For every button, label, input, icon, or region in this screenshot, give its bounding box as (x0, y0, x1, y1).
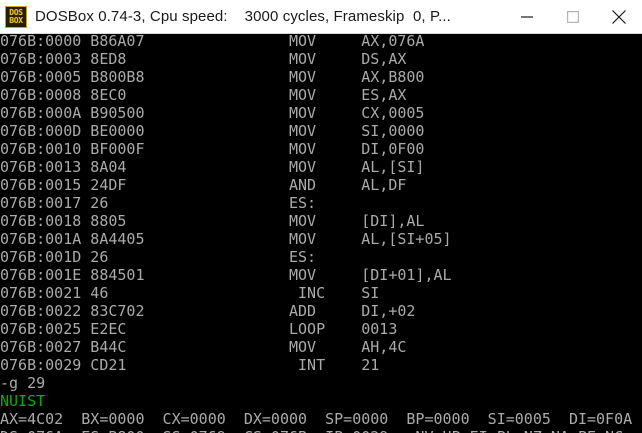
minimize-icon (521, 15, 533, 18)
console-line: 076B:0008 8EC0 MOV ES,AX (0, 86, 407, 104)
console-output: 076B:0000 B86A07 MOV AX,076A 076B:0003 8E… (0, 34, 642, 433)
console-line: 076B:000A B90500 MOV CX,0005 (0, 104, 425, 122)
console-line: 076B:0013 8A04 MOV AL,[SI] (0, 158, 425, 176)
console-line: 076B:0017 26 ES: (0, 194, 317, 212)
title-bar[interactable]: DOS BOX DOSBox 0.74-3, Cpu speed: 3000 c… (0, 0, 642, 34)
console-line: 076B:000D BE0000 MOV SI,0000 (0, 122, 425, 140)
console-line: 076B:0005 B800B8 MOV AX,B800 (0, 68, 425, 86)
maximize-icon (567, 10, 579, 23)
console-line: DS=076A ES=B800 SS=0769 CS=076B IP=0029 … (0, 428, 642, 433)
console-line: 076B:0021 46 INC SI (0, 284, 380, 302)
console-line: 076B:0022 83C702 ADD DI,+02 (0, 302, 416, 320)
console-line: AX=4C02 BX=0000 CX=0000 DX=0000 SP=0000 … (0, 410, 633, 428)
minimize-button[interactable] (504, 1, 550, 33)
console-line: 076B:001D 26 ES: (0, 248, 317, 266)
console-line: NUIST (0, 392, 46, 410)
console-line: 076B:0027 B44C MOV AH,4C (0, 338, 407, 356)
console-line: 076B:0015 24DF AND AL,DF (0, 176, 407, 194)
console-line: 076B:0000 B86A07 MOV AX,076A (0, 34, 425, 50)
window-title: DOSBox 0.74-3, Cpu speed: 3000 cycles, F… (35, 8, 451, 25)
console-line: 076B:001A 8A4405 MOV AL,[SI+05] (0, 230, 452, 248)
close-icon (612, 9, 626, 24)
dosbox-app-icon: DOS BOX (5, 5, 27, 28)
console-line: 076B:0029 CD21 INT 21 (0, 356, 380, 374)
console-line: 076B:0018 8805 MOV [DI],AL (0, 212, 425, 230)
console-line: 076B:0003 8ED8 MOV DS,AX (0, 50, 407, 68)
close-button[interactable] (596, 1, 642, 33)
console-line: 076B:0010 BF000F MOV DI,0F00 (0, 140, 425, 158)
maximize-button[interactable] (550, 1, 596, 33)
app-icon-line-1: DOS (9, 7, 23, 17)
console-line: 076B:0025 E2EC LOOP 0013 (0, 320, 398, 338)
console-line: -g 29 (0, 374, 46, 392)
console-line: 076B:001E 884501 MOV [DI+01],AL (0, 266, 452, 284)
dos-console[interactable]: 076B:0000 B86A07 MOV AX,076A 076B:0003 8E… (0, 34, 642, 433)
app-icon-line-2: BOX (9, 15, 23, 25)
